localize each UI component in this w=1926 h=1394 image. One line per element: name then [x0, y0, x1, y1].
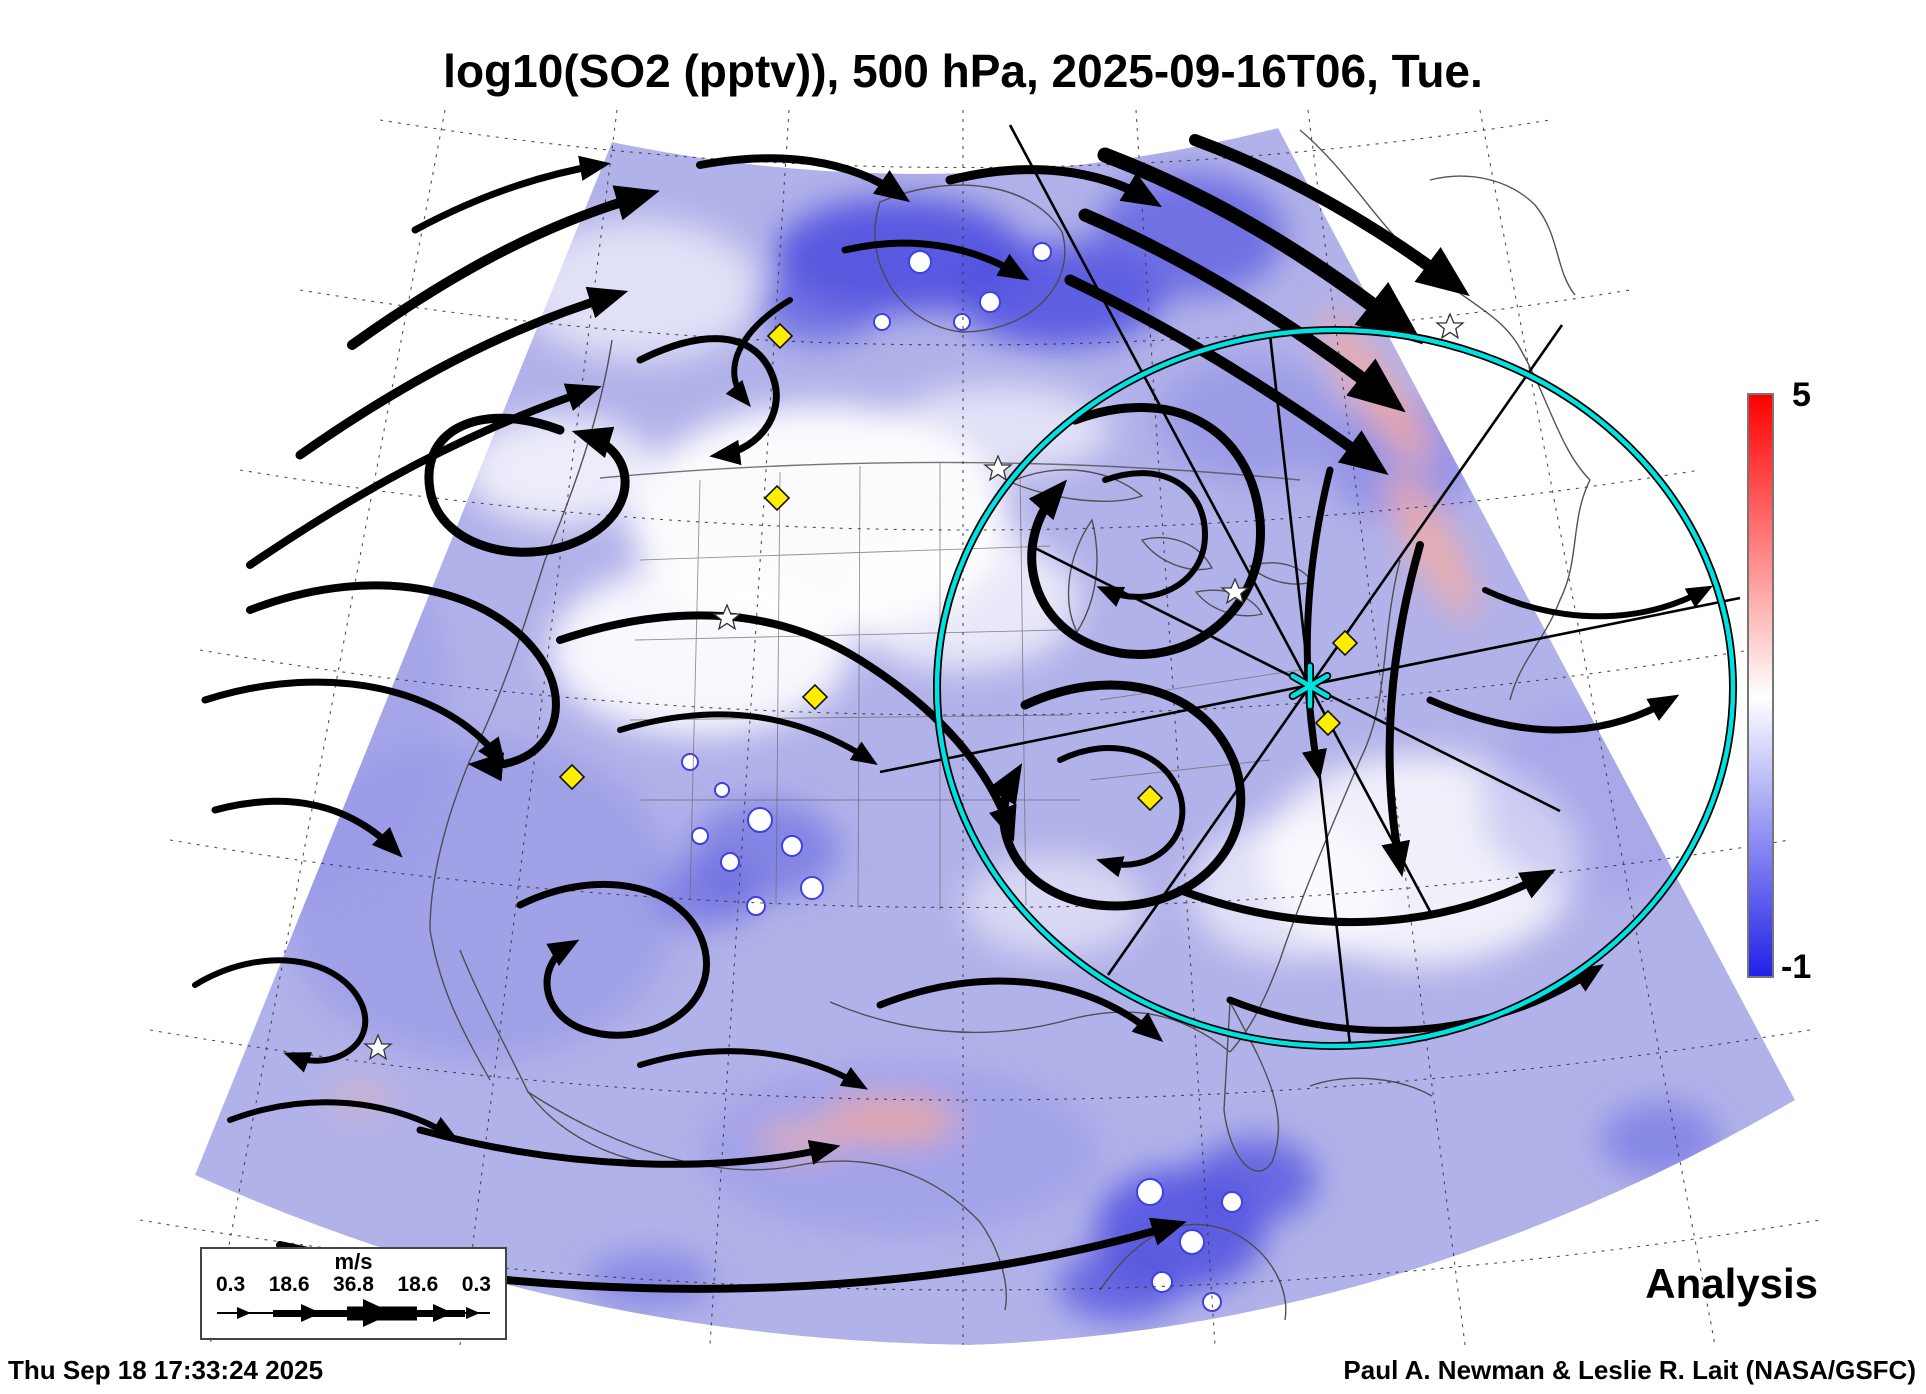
city-star-marker [363, 1033, 393, 1061]
wind-speed-label: 18.6 [397, 1273, 439, 1296]
generation-timestamp: Thu Sep 18 17:33:24 2025 [8, 1355, 324, 1385]
colorbar-max-label: 5 [1792, 376, 1811, 414]
event-star-marker [1290, 673, 1330, 699]
colorbar-gradient [1747, 393, 1774, 978]
wind-streamlines [192, 134, 1714, 1293]
colorbar-min-label: -1 [1781, 948, 1812, 986]
plot-title: log10(SO2 (pptv)), 500 hPa, 2025-09-16T0… [443, 45, 1483, 97]
waypoint-diamond-marker [1331, 629, 1359, 657]
wind-speed-legend: m/s 0.3 18.6 36.8 18.6 0.3 [200, 1247, 507, 1340]
wind-speed-label: 0.3 [216, 1273, 246, 1296]
wind-speed-label: 0.3 [461, 1273, 491, 1296]
wind-units-label: m/s [334, 1249, 373, 1274]
wind-speed-label: 18.6 [268, 1273, 310, 1296]
waypoint-diamond-marker [766, 322, 794, 350]
wind-speed-labels: 0.3 18.6 36.8 18.6 0.3 [202, 1273, 505, 1297]
author-credit: Paul A. Newman & Leslie R. Lait (NASA/GS… [1343, 1355, 1916, 1385]
city-star-marker [983, 454, 1013, 482]
low-value-holes [681, 242, 1243, 1312]
range-ring [933, 326, 1737, 1050]
city-star-marker [1220, 577, 1250, 605]
waypoint-diamond-marker [763, 484, 791, 512]
wind-speed-label: 36.8 [333, 1273, 374, 1296]
waypoint-diamond-marker [558, 763, 586, 791]
wind-scale-arrow-icon [217, 1299, 490, 1327]
waypoint-diamond-marker [1136, 784, 1164, 812]
waypoint-diamond-marker [801, 683, 829, 711]
analysis-label: Analysis [1645, 1260, 1818, 1307]
city-star-marker [712, 603, 742, 631]
waypoint-diamond-marker [1314, 709, 1342, 737]
city-star-marker [1435, 312, 1465, 340]
map-markers [363, 312, 1465, 1061]
